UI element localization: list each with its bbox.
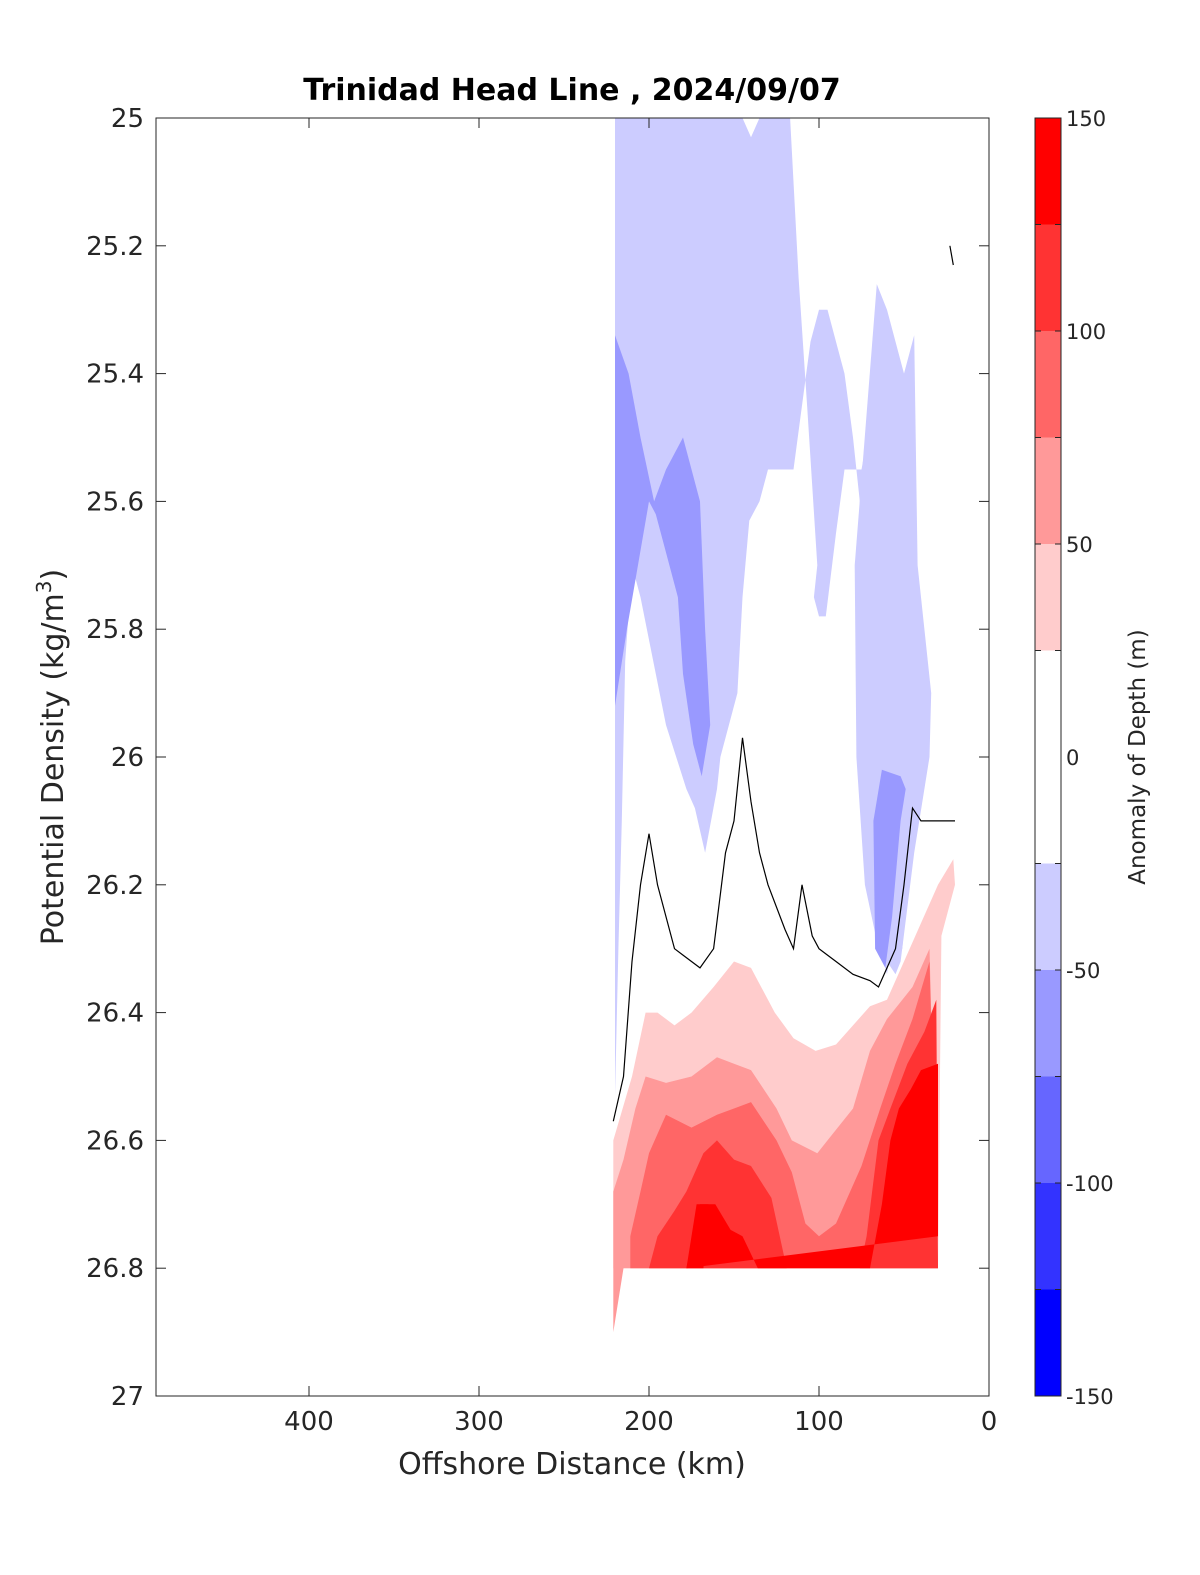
colorbar-segment-4 <box>1035 863 1061 970</box>
colorbar-tick-label: 100 <box>1066 320 1106 344</box>
zero-contour-0 <box>612 737 955 1122</box>
chart-title: Trinidad Head Line , 2024/09/07 <box>303 73 840 108</box>
y-tick-label: 25.8 <box>86 615 144 645</box>
zero-contour-lines <box>612 245 955 1122</box>
y-tick-label: 26.6 <box>86 1126 144 1156</box>
y-axis-label-suffix: ) <box>36 569 71 581</box>
colorbar-segment-2 <box>1035 1076 1061 1183</box>
x-tick-label: 0 <box>981 1407 998 1437</box>
colorbar-label: Anomaly of Depth (m) <box>1125 629 1151 884</box>
colorbar-segment-7 <box>1035 437 1061 544</box>
axis-ticks: 400 300 200 100 0 25 25.2 25.4 25.6 25.8 26 26.2 26.… <box>86 104 997 1437</box>
colorbar-segment-6 <box>1035 544 1061 651</box>
x-tick-label: 100 <box>794 1407 844 1437</box>
contour-region-neg50-2 <box>615 335 711 777</box>
x-axis-label: Offshore Distance (km) <box>398 1447 746 1482</box>
y-axis-label-main: Potential Density (kg/m <box>36 593 71 945</box>
y-tick-label: 26.4 <box>86 999 144 1029</box>
colorbar-segment-10 <box>1035 118 1061 225</box>
y-tick-label: 25.4 <box>86 360 144 390</box>
colorbar-tick-label: 150 <box>1066 107 1106 131</box>
colorbar-tick-label: -50 <box>1066 959 1100 983</box>
colorbar-segment-1 <box>1035 1183 1061 1290</box>
y-tick-label: 25.2 <box>86 232 144 262</box>
x-tick-label: 200 <box>624 1407 674 1437</box>
colorbar-tick-label: -100 <box>1066 1172 1114 1196</box>
contour-region-neg25-0 <box>615 118 913 1096</box>
colorbar: 150 100 50 0 -50 -100 -150 <box>1034 107 1114 1409</box>
contour-region-neg50-3 <box>873 769 906 968</box>
colorbar-segment-8 <box>1035 331 1061 438</box>
contour-region-pos125-9 <box>686 1204 709 1269</box>
colorbar-tick-label: 50 <box>1066 533 1093 557</box>
y-tick-label: 26.2 <box>86 871 144 901</box>
colorbar-segment-0 <box>1035 1289 1061 1396</box>
y-tick-label: 26 <box>111 743 144 773</box>
colorbar-segment-3 <box>1035 970 1061 1077</box>
y-axis-label-superscript: 3 <box>32 580 56 593</box>
colorbar-tick-label: 0 <box>1066 746 1079 770</box>
contour-regions <box>613 118 955 1333</box>
y-tick-label: 25 <box>111 104 144 134</box>
y-tick-label: 27 <box>111 1382 144 1412</box>
zero-contour-1 <box>949 245 954 266</box>
colorbar-segment-5 <box>1035 650 1061 864</box>
colorbar-frame <box>1034 117 1062 1397</box>
x-tick-label: 300 <box>454 1407 504 1437</box>
colorbar-tick-label: -150 <box>1066 1385 1114 1409</box>
y-tick-label: 26.8 <box>86 1254 144 1284</box>
contour-region-neg25-1 <box>854 284 932 975</box>
contour-region-pos125-8 <box>686 1063 938 1269</box>
contour-region-pos100-7 <box>649 999 938 1269</box>
y-axis-label: Potential Density (kg/m3) <box>32 569 71 945</box>
colorbar-segment-9 <box>1035 224 1061 331</box>
y-tick-label: 25.6 <box>86 487 144 517</box>
x-tick-label: 400 <box>284 1407 334 1437</box>
